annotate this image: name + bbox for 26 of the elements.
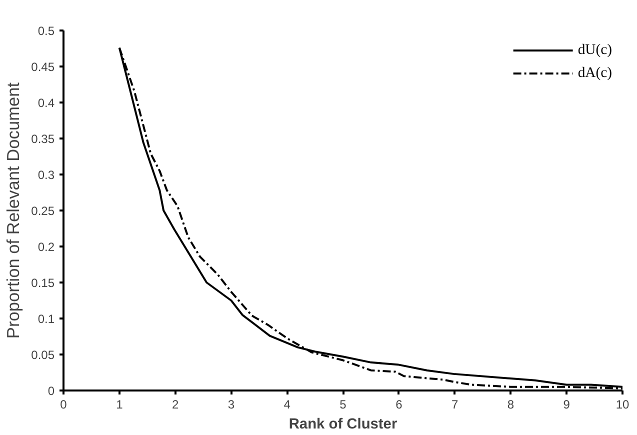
y-tick-label: 0.5	[38, 24, 55, 38]
x-tick-label: 10	[616, 398, 630, 412]
x-tick-label: 7	[451, 398, 458, 412]
x-tick-label: 1	[116, 398, 124, 412]
x-tick-label: 9	[563, 398, 570, 412]
y-tick-label: 0.05	[31, 348, 55, 362]
x-axis-title: Rank of Cluster	[288, 416, 398, 432]
y-tick-label: 0	[48, 384, 55, 398]
x-tick-label: 2	[172, 398, 179, 412]
y-tick-label: 0.2	[38, 240, 55, 254]
y-tick-label: 0.3	[38, 168, 55, 182]
x-tick-label: 6	[396, 398, 403, 412]
legend-label: dU(c)	[578, 42, 612, 58]
y-tick-label: 0.45	[31, 60, 55, 74]
y-tick-label: 0.35	[31, 132, 55, 146]
x-tick-label: 0	[60, 398, 68, 412]
y-tick-label: 0.15	[31, 276, 55, 290]
y-tick-label: 0.1	[38, 312, 55, 326]
x-tick-label: 4	[284, 398, 291, 412]
y-tick-label: 0.25	[31, 204, 55, 218]
x-tick-label: 3	[228, 398, 235, 412]
x-tick-label: 8	[507, 398, 514, 412]
y-axis-title: Proportion of Relevant Document	[3, 82, 24, 339]
x-tick-label: 5	[340, 398, 347, 412]
legend-label: dA(c)	[578, 64, 612, 82]
y-tick-label: 0.4	[38, 96, 55, 110]
